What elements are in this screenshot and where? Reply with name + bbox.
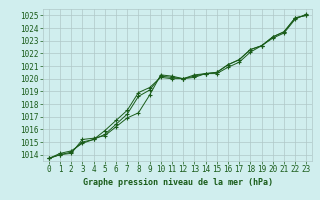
X-axis label: Graphe pression niveau de la mer (hPa): Graphe pression niveau de la mer (hPa)	[83, 178, 273, 187]
